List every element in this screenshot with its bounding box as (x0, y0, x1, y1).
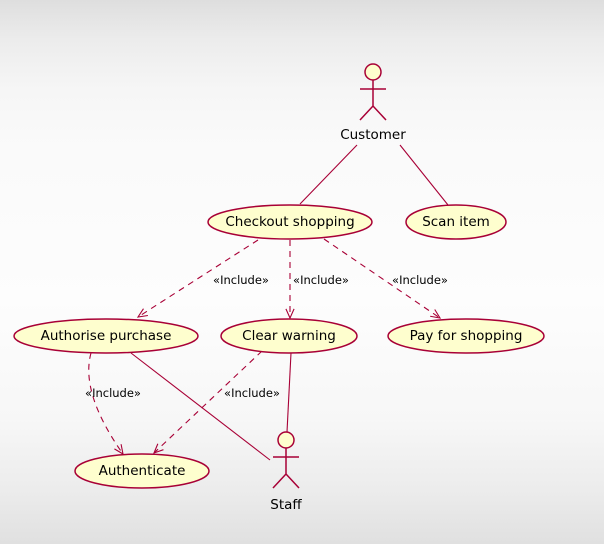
use-case-ellipse (74, 453, 210, 489)
include-checkout-pay (323, 238, 441, 319)
use-case-authorise: Authorise purchase (13, 318, 199, 354)
nodes-layer: Checkout shopping Scan item Authorise purc… (13, 63, 545, 513)
use-case-ellipse (405, 204, 507, 240)
use-case-scan: Scan item (405, 204, 507, 240)
include-clear-authenticate (153, 350, 263, 454)
include-authorise-authenticate (88, 352, 124, 455)
use-case-clear: Clear warning (220, 318, 358, 354)
association-customer-scan (399, 144, 449, 206)
association-customer-checkout (299, 144, 358, 205)
use-case-ellipse (207, 204, 373, 240)
use-case-ellipse (13, 318, 199, 354)
include-label: «Include» (224, 386, 280, 400)
association-staff-authorise (130, 352, 271, 461)
actor-head-icon (277, 431, 295, 449)
edges-layer: «Include» «Include» «Include» «Include» «Inc… (85, 144, 449, 461)
use-case-label: Pay for shopping (410, 328, 523, 344)
use-case-checkout: Checkout shopping (207, 204, 373, 240)
use-case-ellipse (220, 318, 358, 354)
use-case-label: Authorise purchase (41, 328, 172, 344)
include-arrowhead (153, 443, 164, 454)
include-arrowhead (430, 309, 442, 319)
actor-staff: Staff (270, 431, 302, 513)
include-arrowhead (114, 444, 124, 456)
include-label: «Include» (392, 273, 448, 287)
include-arrowhead (136, 308, 148, 318)
actor-body-icon (272, 448, 300, 489)
include-label: «Include» (85, 386, 141, 400)
association-staff-clear (286, 352, 292, 433)
actor-head-icon (364, 63, 382, 81)
actor-label: Customer (340, 127, 406, 143)
use-case-label: Clear warning (242, 328, 336, 344)
use-case-ellipse (387, 318, 545, 354)
use-case-pay: Pay for shopping (387, 318, 545, 354)
include-arrowhead (285, 308, 295, 320)
use-case-label: Authenticate (99, 463, 186, 479)
actor-customer: Customer (340, 63, 406, 143)
include-label: «Include» (293, 273, 349, 287)
actor-label: Staff (270, 497, 302, 513)
include-label: «Include» (213, 273, 269, 287)
actor-body-icon (359, 80, 387, 121)
use-case-label: Scan item (422, 214, 490, 230)
use-case-label: Checkout shopping (225, 214, 354, 230)
include-checkout-authorise (137, 239, 259, 318)
use-case-authenticate: Authenticate (74, 453, 210, 489)
